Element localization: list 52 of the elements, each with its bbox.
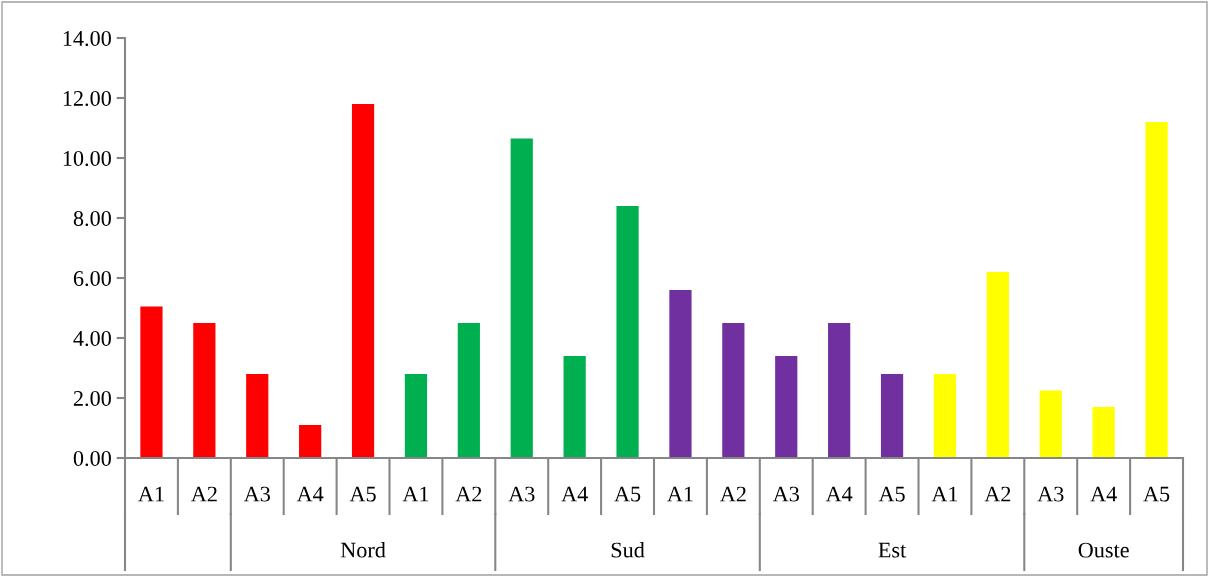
x-tick-label: A4 — [296, 486, 324, 502]
bar — [140, 306, 163, 458]
x-tick-label: A2 — [719, 486, 746, 502]
bar — [986, 272, 1009, 458]
text: Nord — [340, 541, 386, 558]
y-tick-label: 2.00 — [73, 390, 111, 407]
bar — [193, 323, 216, 458]
y-tick-label: 6.00 — [73, 270, 111, 287]
x-tick-label: A3 — [243, 486, 270, 502]
x-tick-label: A5 — [349, 486, 376, 502]
bar — [828, 323, 851, 458]
bar — [1039, 390, 1062, 458]
x-tick-label: A5 — [614, 486, 641, 502]
bar — [404, 374, 428, 458]
bar — [246, 374, 269, 458]
y-tick-label: 12.00 — [63, 90, 111, 107]
bar — [1092, 407, 1115, 458]
x-tick-label: A2 — [984, 486, 1011, 502]
bar — [1145, 122, 1168, 458]
bar — [351, 104, 375, 458]
x-tick-label: A4 — [1090, 486, 1117, 502]
x-tick-label: A4 — [561, 486, 588, 502]
x-tick-label: A2 — [190, 486, 217, 502]
x-tick-label: A5 — [878, 486, 905, 502]
x-tick-label: A5 — [1143, 486, 1170, 502]
x-tick-label: A3 — [772, 486, 799, 502]
y-tick-label: 8.00 — [73, 210, 111, 227]
text: Sud — [611, 541, 645, 558]
bar — [299, 425, 322, 458]
x-tick-label: A1 — [667, 486, 693, 502]
bar — [510, 138, 533, 458]
bar — [457, 323, 480, 458]
x-tick-label: A2 — [455, 486, 482, 502]
y-tick-label: 14.00 — [63, 30, 111, 47]
x-tick-label: A3 — [1037, 486, 1064, 502]
bar — [669, 290, 692, 458]
bar — [880, 374, 904, 458]
x-tick-label: A4 — [825, 486, 853, 502]
x-tick-label: A1 — [402, 486, 429, 502]
x-tick-label: A3 — [508, 486, 535, 502]
bar — [775, 356, 798, 458]
text: Est — [878, 542, 907, 558]
x-tick-label: A1 — [138, 486, 164, 502]
y-tick-label: 0.00 — [73, 450, 111, 467]
bar — [616, 206, 639, 458]
y-tick-label: 4.00 — [73, 330, 111, 347]
bar — [933, 374, 957, 458]
y-tick-label: 10.00 — [63, 150, 111, 167]
bar — [563, 356, 586, 458]
text: Ouste — [1078, 542, 1129, 558]
x-tick-label: A1 — [931, 486, 958, 502]
bar — [722, 323, 745, 458]
